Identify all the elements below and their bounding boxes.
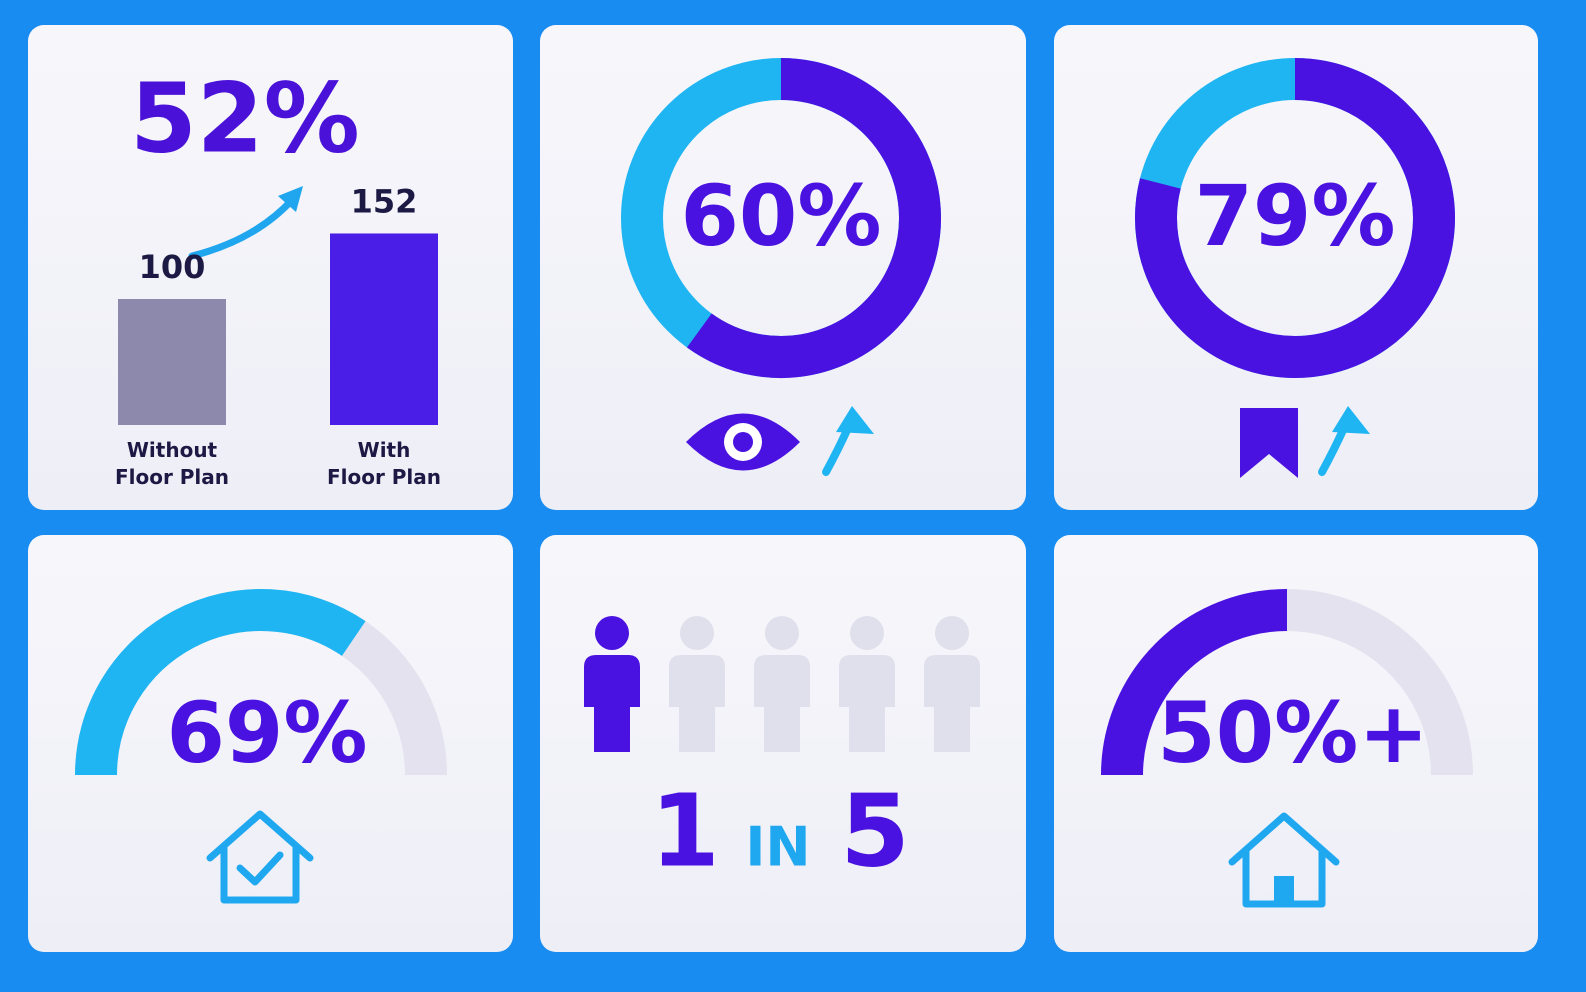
center-label: 50%+ (1157, 684, 1428, 782)
person-head (850, 616, 884, 650)
donut-arc (686, 58, 941, 378)
value-label: 100 (139, 248, 206, 286)
person-head (935, 616, 969, 650)
person-icon (754, 616, 810, 752)
up-arrow-icon (1318, 406, 1370, 476)
category-label: Without Floor Plan (114, 438, 230, 489)
count: 1 (650, 772, 720, 889)
up-arrow-icon (822, 406, 874, 476)
person-icon (584, 616, 640, 752)
category-label: With Floor Plan (326, 438, 442, 489)
person-body (669, 655, 725, 752)
person-icon (924, 616, 980, 752)
gauge-arc (75, 589, 366, 776)
person-body (924, 655, 980, 752)
total: 5 (840, 772, 910, 889)
headline: 52% (130, 62, 360, 174)
donut-arc (1135, 58, 1455, 378)
value-label: 152 (351, 182, 418, 220)
trend-arrow (188, 196, 296, 260)
center-label: 79% (1194, 167, 1395, 265)
category-label-text: Without Floor Plan (114, 438, 230, 489)
person-body (754, 655, 810, 752)
center-label: 60% (680, 167, 881, 265)
gauge-arc (1101, 589, 1288, 776)
person-head (765, 616, 799, 650)
arrow-head (278, 186, 303, 212)
house-icon (1228, 812, 1340, 908)
person-body (839, 655, 895, 752)
eye-icon (686, 413, 800, 471)
person-icon (669, 616, 725, 752)
person-body (584, 655, 640, 752)
joiner: IN (745, 816, 810, 879)
person-head (595, 616, 629, 650)
bar (118, 299, 226, 425)
house-check-icon (206, 810, 314, 904)
bookmark-icon (1240, 408, 1298, 478)
category-label-text: With Floor Plan (326, 438, 442, 489)
center-label: 69% (166, 684, 367, 782)
bar (330, 233, 438, 425)
person-icon (839, 616, 895, 752)
person-head (680, 616, 714, 650)
